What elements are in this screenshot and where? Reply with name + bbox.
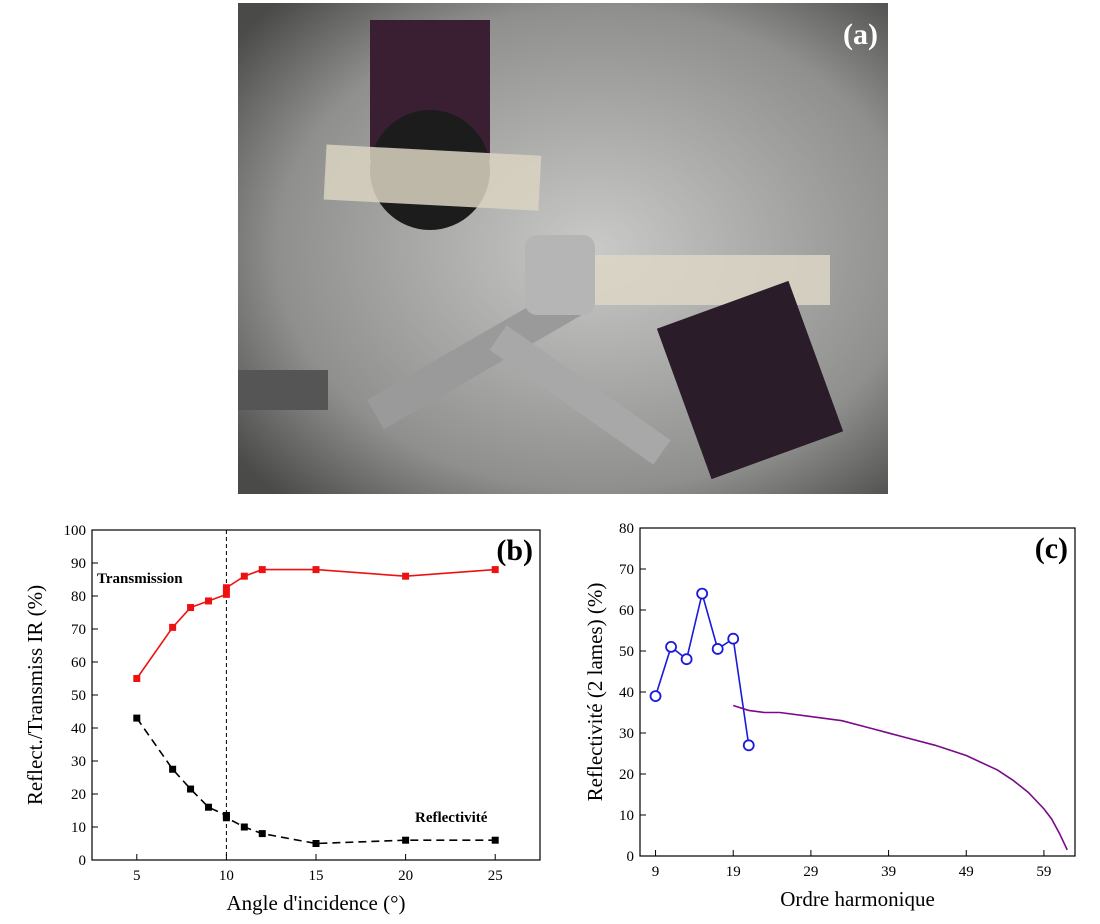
x-tick-label: 25 — [488, 868, 503, 884]
marker — [133, 714, 141, 722]
marker — [258, 566, 266, 574]
marker — [402, 836, 410, 844]
plot-frame — [639, 527, 1076, 857]
x-tick-label: 10 — [219, 868, 234, 884]
x-tick-label: 20 — [398, 868, 413, 884]
series-line — [136, 568, 496, 679]
annotation: Transmission — [97, 571, 183, 587]
x-axis-label: Ordre harmonique — [780, 887, 935, 911]
x-tick-label: 59 — [1036, 864, 1051, 880]
marker — [491, 566, 499, 574]
y-tick-label: 30 — [71, 754, 86, 770]
marker — [204, 597, 212, 605]
photo-label: (a) — [843, 18, 878, 51]
marker — [187, 604, 195, 612]
marker — [696, 587, 709, 600]
photo-bar — [489, 325, 671, 465]
x-tick-label: 15 — [309, 868, 324, 884]
marker — [169, 623, 177, 631]
panel-label: (b) — [496, 534, 533, 567]
marker — [491, 836, 499, 844]
marker — [649, 690, 662, 702]
x-tick-label: 9 — [652, 864, 660, 880]
marker — [133, 675, 141, 682]
y-tick-label: 30 — [619, 726, 634, 742]
y-tick-label: 40 — [619, 685, 634, 701]
photo-holder — [525, 235, 595, 315]
x-tick-label: 19 — [726, 864, 741, 880]
y-tick-label: 20 — [619, 767, 634, 783]
photo-post — [238, 370, 328, 410]
marker — [222, 584, 230, 592]
y-tick-label: 60 — [71, 655, 86, 671]
x-tick-label: 49 — [959, 864, 974, 880]
marker — [711, 643, 724, 655]
y-tick-label: 0 — [627, 849, 635, 865]
y-tick-label: 90 — [71, 556, 86, 572]
marker — [240, 823, 248, 831]
marker — [312, 840, 320, 847]
series-line — [654, 590, 750, 746]
y-tick-label: 20 — [71, 787, 86, 803]
y-tick-label: 40 — [71, 721, 86, 737]
marker — [222, 814, 230, 822]
y-tick-label: 50 — [71, 688, 86, 704]
marker — [727, 632, 740, 645]
y-tick-label: 80 — [619, 521, 634, 537]
y-tick-label: 80 — [71, 589, 86, 605]
marker — [312, 566, 320, 574]
marker — [204, 803, 212, 811]
marker — [680, 653, 693, 666]
marker — [742, 739, 755, 752]
photo-plate — [595, 255, 830, 305]
y-axis-label: Reflect./Transmiss IR (%) — [23, 585, 47, 805]
y-tick-label: 100 — [64, 523, 87, 539]
x-tick-label: 5 — [133, 868, 141, 884]
y-tick-label: 10 — [71, 820, 86, 836]
series-line — [732, 704, 1068, 851]
photo-mount — [656, 280, 844, 480]
marker — [665, 641, 677, 653]
photo-bar — [366, 284, 584, 430]
marker — [240, 572, 248, 580]
marker — [169, 765, 177, 773]
y-tick-label: 0 — [79, 853, 87, 869]
y-axis-label: Reflectivité (2 lames) (%) — [583, 583, 607, 802]
photo-plate — [323, 144, 542, 211]
panel-label: (c) — [1035, 532, 1068, 565]
marker — [187, 785, 195, 793]
marker — [402, 572, 410, 580]
x-tick-label: 29 — [803, 864, 818, 880]
x-axis-label: Angle d'incidence (°) — [227, 891, 406, 915]
y-tick-label: 70 — [619, 562, 634, 578]
y-tick-label: 70 — [71, 622, 86, 638]
y-tick-label: 10 — [619, 808, 634, 824]
marker — [222, 590, 230, 598]
x-tick-label: 39 — [881, 864, 896, 880]
marker — [258, 830, 266, 838]
photo: (a) — [238, 3, 888, 494]
y-tick-label: 50 — [619, 644, 634, 660]
annotation: Reflectivité — [415, 810, 488, 826]
y-tick-label: 60 — [619, 603, 634, 619]
